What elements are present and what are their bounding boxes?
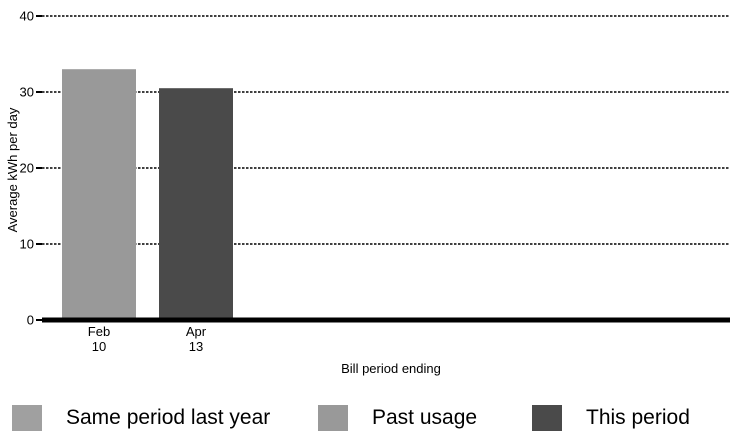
x-tick-labels: Feb 10 Apr 13 bbox=[88, 324, 207, 354]
x-tick-label-1: Apr 13 bbox=[186, 324, 207, 354]
x-axis-title: Bill period ending bbox=[341, 361, 441, 376]
x-tick-label-0: Feb 10 bbox=[88, 324, 110, 354]
y-tick-label-20: 20 bbox=[20, 161, 34, 176]
legend-item-past-usage: Past usage bbox=[318, 404, 477, 432]
legend-swatch-same-period-last-year bbox=[12, 405, 42, 431]
legend-item-this-period: This period bbox=[532, 404, 690, 432]
y-tick-label-30: 30 bbox=[20, 85, 34, 100]
legend-label-this-period: This period bbox=[586, 406, 690, 429]
legend-swatch-this-period bbox=[532, 405, 562, 431]
legend-item-same-period-last-year: Same period last year bbox=[12, 404, 270, 432]
y-tick-labels: 0 10 20 30 40 bbox=[20, 9, 34, 328]
y-tick-label-10: 10 bbox=[20, 237, 34, 252]
legend-label-past-usage: Past usage bbox=[372, 406, 478, 429]
gridlines bbox=[36, 15, 730, 321]
bar-this-period bbox=[159, 88, 233, 320]
y-tick-label-40: 40 bbox=[20, 9, 34, 24]
chart-legend: Same period last year Past usage This pe… bbox=[0, 400, 730, 432]
bar-past-usage bbox=[62, 69, 136, 320]
legend-label-same-period-last-year: Same period last year bbox=[66, 406, 271, 429]
y-axis-title: Average kWh per day bbox=[5, 107, 20, 232]
bars bbox=[62, 69, 233, 320]
kwh-bar-chart: 0 10 20 30 40 Feb 10 Apr 13 Average kWh per day… bbox=[5, 9, 730, 376]
y-tick-label-0: 0 bbox=[27, 313, 34, 328]
legend-swatch-past-usage bbox=[318, 405, 348, 431]
